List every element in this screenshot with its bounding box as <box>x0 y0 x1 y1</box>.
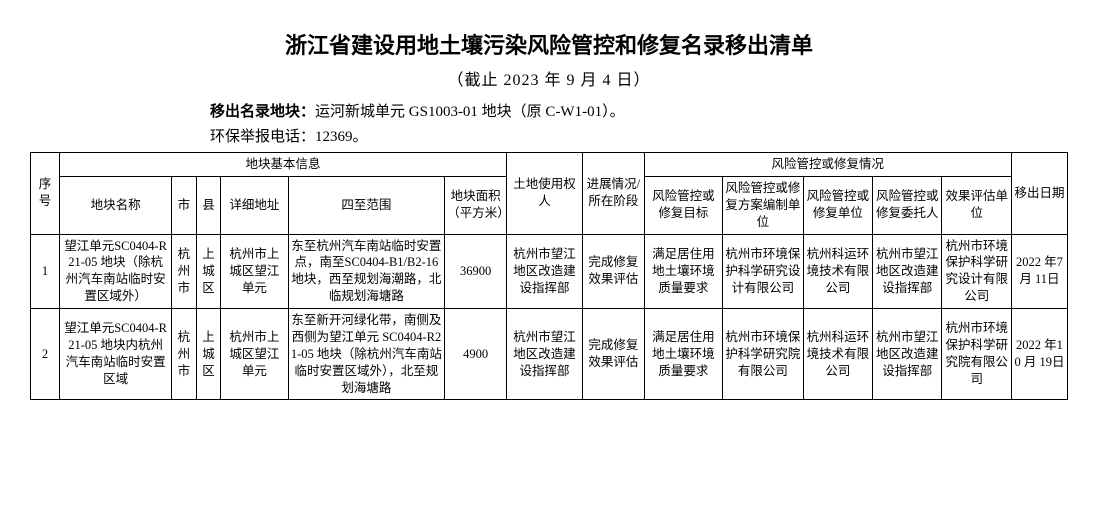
cell-target: 满足居住用地土壤环境质量要求 <box>644 234 722 309</box>
cell-planner: 杭州市环境保护科学研究院有限公司 <box>723 309 804 400</box>
cell-area: 4900 <box>445 309 507 400</box>
meta-removed-value: 运河新城单元 GS1003-01 地块（原 C-W1-01）。 <box>315 104 625 120</box>
cell-user: 杭州市望江地区改造建设指挥部 <box>506 234 582 309</box>
table-header-row-1: 序号 地块基本信息 土地使用权人 进展情况/所在阶段 风险管控或修复情况 移出日… <box>31 153 1068 177</box>
meta-hotline: 环保举报电话：12369。 <box>30 125 1068 146</box>
cell-eval: 杭州市环境保护科学研究设计有限公司 <box>942 234 1011 309</box>
cell-seq: 2 <box>31 309 60 400</box>
cell-city: 杭州市 <box>172 309 197 400</box>
cell-planner: 杭州市环境保护科学研究设计有限公司 <box>723 234 804 309</box>
cell-seq: 1 <box>31 234 60 309</box>
cell-stage: 完成修复效果评估 <box>583 234 645 309</box>
cell-area: 36900 <box>445 234 507 309</box>
th-target: 风险管控或修复目标 <box>644 176 722 234</box>
cell-scope: 东至新开河绿化带，南侧及西侧为望江单元 SC0404-R21-05 地块（除杭州… <box>288 309 445 400</box>
th-unit: 风险管控或修复单位 <box>803 176 872 234</box>
cell-name: 望江单元SC0404-R21-05 地块内杭州汽车南站临时安置区域 <box>60 309 172 400</box>
th-city: 市 <box>172 176 197 234</box>
cell-addr: 杭州市上城区望江单元 <box>221 309 288 400</box>
th-addr: 详细地址 <box>221 176 288 234</box>
th-user: 土地使用权人 <box>506 153 582 235</box>
cell-county: 上城区 <box>196 309 221 400</box>
th-basic-group: 地块基本信息 <box>60 153 507 177</box>
cell-scope: 东至杭州汽车南站临时安置点，南至SC0404-B1/B2-16 地块，西至规划海… <box>288 234 445 309</box>
table-row: 1 望江单元SC0404-R21-05 地块（除杭州汽车南站临时安置区域外） 杭… <box>31 234 1068 309</box>
th-scope: 四至范围 <box>288 176 445 234</box>
th-county: 县 <box>196 176 221 234</box>
cell-target: 满足居住用地土壤环境质量要求 <box>644 309 722 400</box>
cell-city: 杭州市 <box>172 234 197 309</box>
cell-unit: 杭州科运环境技术有限公司 <box>803 234 872 309</box>
th-stage: 进展情况/所在阶段 <box>583 153 645 235</box>
th-name: 地块名称 <box>60 176 172 234</box>
th-seq: 序号 <box>31 153 60 235</box>
page-title: 浙江省建设用地土壤污染风险管控和修复名录移出清单 <box>30 28 1068 60</box>
th-risk-group: 风险管控或修复情况 <box>644 153 1011 177</box>
cell-user: 杭州市望江地区改造建设指挥部 <box>506 309 582 400</box>
cell-addr: 杭州市上城区望江单元 <box>221 234 288 309</box>
th-client: 风险管控或修复委托人 <box>873 176 942 234</box>
cell-unit: 杭州科运环境技术有限公司 <box>803 309 872 400</box>
cell-date: 2022 年7 月 11日 <box>1011 234 1067 309</box>
data-table: 序号 地块基本信息 土地使用权人 进展情况/所在阶段 风险管控或修复情况 移出日… <box>30 152 1068 400</box>
table-row: 2 望江单元SC0404-R21-05 地块内杭州汽车南站临时安置区域 杭州市 … <box>31 309 1068 400</box>
th-planner: 风险管控或修复方案编制单位 <box>723 176 804 234</box>
th-date: 移出日期 <box>1011 153 1067 235</box>
cell-stage: 完成修复效果评估 <box>583 309 645 400</box>
meta-hotline-label: 环保举报电话： <box>210 129 315 145</box>
cell-date: 2022 年10 月 19日 <box>1011 309 1067 400</box>
th-area: 地块面积（平方米） <box>445 176 507 234</box>
meta-hotline-value: 12369。 <box>315 129 368 145</box>
page-subtitle: （截止 2023 年 9 月 4 日） <box>30 66 1068 90</box>
cell-client: 杭州市望江地区改造建设指挥部 <box>873 309 942 400</box>
cell-client: 杭州市望江地区改造建设指挥部 <box>873 234 942 309</box>
cell-name: 望江单元SC0404-R21-05 地块（除杭州汽车南站临时安置区域外） <box>60 234 172 309</box>
meta-removed: 移出名录地块：运河新城单元 GS1003-01 地块（原 C-W1-01）。 <box>30 100 1068 121</box>
cell-county: 上城区 <box>196 234 221 309</box>
cell-eval: 杭州市环境保护科学研究院有限公司 <box>942 309 1011 400</box>
th-eval: 效果评估单位 <box>942 176 1011 234</box>
meta-removed-label: 移出名录地块： <box>210 104 315 120</box>
